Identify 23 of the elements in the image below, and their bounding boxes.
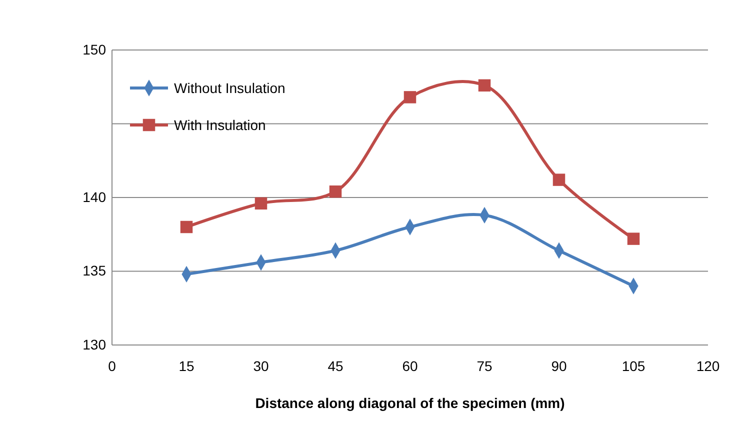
x-tick-label: 90 xyxy=(551,358,567,374)
point xyxy=(180,220,193,234)
x-tick-label: 0 xyxy=(108,358,116,374)
point xyxy=(329,185,342,198)
point xyxy=(478,79,491,92)
y-tick-label: 135 xyxy=(82,262,106,279)
x-tick-label: 30 xyxy=(253,358,269,374)
x-tick-label: 105 xyxy=(622,358,646,374)
legend-label: Without Insulation xyxy=(174,80,286,96)
legend-label: With Insulation xyxy=(174,117,266,133)
point xyxy=(552,174,566,186)
point xyxy=(627,232,640,245)
x-tick-label: 60 xyxy=(402,358,418,374)
y-tick-label: 140 xyxy=(82,188,106,205)
x-tick-label: 45 xyxy=(328,358,344,374)
x-tick-label: 15 xyxy=(178,358,194,374)
x-tick-label: 75 xyxy=(476,358,492,374)
point xyxy=(404,91,416,104)
y-tick-label: 150 xyxy=(82,41,106,58)
x-axis-title: Distance along diagonal of the specimen (mm) xyxy=(255,395,565,411)
point xyxy=(254,197,268,210)
x-tick-label: 120 xyxy=(696,358,720,374)
y-tick-label: 130 xyxy=(82,336,106,352)
